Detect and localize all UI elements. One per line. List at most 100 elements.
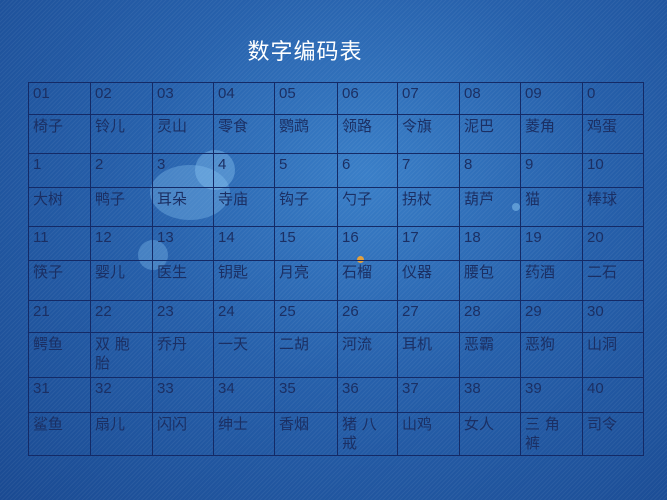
number-cell: 19 (520, 226, 583, 261)
word-cell: 鸭子 (90, 187, 153, 227)
number-cell: 33 (152, 377, 214, 413)
word-cell: 泥巴 (459, 114, 521, 154)
number-cell: 10 (582, 153, 644, 188)
word-cell: 铃儿 (90, 114, 153, 154)
word-cell: 婴儿 (90, 260, 153, 301)
number-cell: 18 (459, 226, 521, 261)
word-cell: 女人 (459, 412, 521, 456)
word-cell: 山洞 (582, 332, 644, 378)
number-cell: 6 (337, 153, 398, 188)
number-cell: 36 (337, 377, 398, 413)
word-cell: 鹦鹉 (274, 114, 338, 154)
number-cell: 12 (90, 226, 153, 261)
number-cell: 23 (152, 300, 214, 333)
word-cell: 棒球 (582, 187, 644, 227)
word-cell: 司令 (582, 412, 644, 456)
number-cell: 03 (152, 82, 214, 115)
word-cell: 椅子 (28, 114, 91, 154)
number-cell: 17 (397, 226, 460, 261)
word-cell: 扇儿 (90, 412, 153, 456)
number-row: 21 22 23 24 25 26 27 28 29 30 (28, 300, 644, 333)
word-cell: 猫 (520, 187, 583, 227)
number-cell: 9 (520, 153, 583, 188)
word-cell: 零食 (213, 114, 275, 154)
number-cell: 15 (274, 226, 338, 261)
word-cell: 恶霸 (459, 332, 521, 378)
number-cell: 5 (274, 153, 338, 188)
number-cell: 09 (520, 82, 583, 115)
number-cell: 22 (90, 300, 153, 333)
number-cell: 08 (459, 82, 521, 115)
word-cell: 葫芦 (459, 187, 521, 227)
word-row: 大树 鸭子 耳朵 寺庙 钩子 勺子 拐杖 葫芦猫棒球 (28, 187, 644, 227)
number-cell: 31 (28, 377, 91, 413)
number-cell: 14 (213, 226, 275, 261)
number-cell: 25 (274, 300, 338, 333)
word-cell: 三 角 裤 (520, 412, 583, 456)
number-cell: 32 (90, 377, 153, 413)
number-cell: 05 (274, 82, 338, 115)
number-cell: 02 (90, 82, 153, 115)
number-code-table: 01 02 03 04 05 06 07 08 09 0 椅子 铃儿 灵山 零食 鹦鹉 领路 令旗 泥巴 菱角 鸡蛋 1… (28, 82, 644, 456)
word-cell: 耳机 (397, 332, 460, 378)
page-title: 数字编码表 (247, 40, 363, 65)
number-cell: 39 (520, 377, 583, 413)
number-cell: 35 (274, 377, 338, 413)
number-cell: 24 (213, 300, 275, 333)
word-cell: 恶狗 (520, 332, 583, 378)
number-cell: 34 (213, 377, 275, 413)
number-cell: 8 (459, 153, 521, 188)
word-cell: 腰包 (459, 260, 521, 301)
word-cell: 拐杖 (397, 187, 460, 227)
word-cell: 勺子 (337, 187, 398, 227)
word-cell: 河流 (337, 332, 398, 378)
word-cell: 乔丹 (152, 332, 214, 378)
word-cell: 二胡 (274, 332, 338, 378)
word-cell: 二石 (582, 260, 644, 301)
number-cell: 06 (337, 82, 398, 115)
number-cell: 13 (152, 226, 214, 261)
word-cell: 双 胞 胎 (90, 332, 153, 378)
number-cell: 26 (337, 300, 398, 333)
number-cell: 21 (28, 300, 91, 333)
word-cell: 医生 (152, 260, 214, 301)
word-row: 椅子 铃儿 灵山 零食 鹦鹉 领路 令旗 泥巴 菱角 鸡蛋 (28, 114, 644, 154)
word-cell: 钥匙 (213, 260, 275, 301)
number-cell: 27 (397, 300, 460, 333)
number-cell: 29 (520, 300, 583, 333)
number-cell: 38 (459, 377, 521, 413)
number-cell: 20 (582, 226, 644, 261)
word-cell: 一天 (213, 332, 275, 378)
number-row: 31 32 33 34 35 36 37 38 39 40 (28, 377, 644, 413)
number-cell: 1 (28, 153, 91, 188)
word-cell: 山鸡 (397, 412, 460, 456)
word-cell: 大树 (28, 187, 91, 227)
word-cell: 香烟 (274, 412, 338, 456)
number-cell: 4 (213, 153, 275, 188)
number-cell: 28 (459, 300, 521, 333)
word-cell: 鲨鱼 (28, 412, 91, 456)
number-row: 1 2 3 4 5 6 7 8 9 10 (28, 153, 644, 188)
word-row: 鲨鱼 扇儿 闪闪 绅士 香烟猪 八 戒山鸡 女人三 角 裤司令 (28, 412, 644, 456)
word-cell: 寺庙 (213, 187, 275, 227)
number-cell: 2 (90, 153, 153, 188)
number-cell: 3 (152, 153, 214, 188)
word-cell: 筷子 (28, 260, 91, 301)
word-cell: 鸡蛋 (582, 114, 644, 154)
number-cell: 07 (397, 82, 460, 115)
number-cell: 01 (28, 82, 91, 115)
word-cell: 鳄鱼 (28, 332, 91, 378)
word-cell: 菱角 (520, 114, 583, 154)
number-cell: 04 (213, 82, 275, 115)
word-cell: 令旗 (397, 114, 460, 154)
number-cell: 0 (582, 82, 644, 115)
word-cell: 钩子 (274, 187, 338, 227)
number-row: 01 02 03 04 05 06 07 08 09 0 (28, 82, 644, 115)
word-row: 鳄鱼双 胞 胎乔丹 一天 二胡 河流 耳机 恶霸 恶狗 山洞 (28, 332, 644, 378)
word-cell: 石榴 (337, 260, 398, 301)
word-cell: 药酒 (520, 260, 583, 301)
number-cell: 16 (337, 226, 398, 261)
number-cell: 40 (582, 377, 644, 413)
number-cell: 37 (397, 377, 460, 413)
number-cell: 11 (28, 226, 91, 261)
